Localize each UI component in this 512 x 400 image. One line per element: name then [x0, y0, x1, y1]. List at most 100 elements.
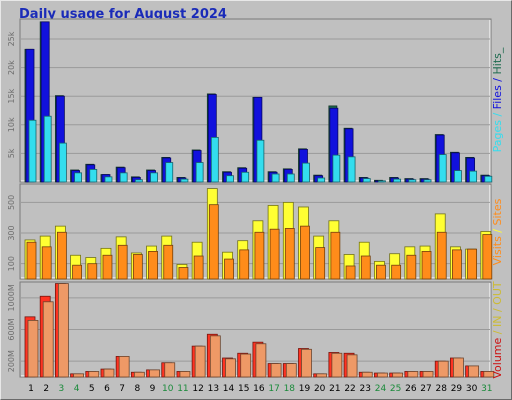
day-label: 3 [59, 384, 65, 394]
day-label: 10 [162, 384, 174, 394]
out-bar [149, 369, 160, 378]
day-label: 27 [420, 384, 431, 394]
day-label: 26 [405, 384, 417, 394]
out-bar [468, 365, 480, 378]
legend-hits-files-pages-part: Files [491, 85, 504, 109]
day-label: 28 [435, 384, 447, 394]
visits-bar [132, 254, 143, 280]
day-label: 5 [89, 384, 95, 394]
day-label: 29 [451, 384, 463, 394]
pages-bar [393, 178, 402, 183]
day-label: 25 [390, 384, 401, 394]
hfp-tick-label: 25k [7, 31, 16, 46]
vs-tick-label: 100 [7, 256, 16, 271]
visits-bar [391, 264, 402, 280]
pages-bar [195, 162, 204, 183]
out-bar [346, 354, 358, 378]
vol-tick-label: 600M [7, 318, 16, 340]
visits-bar [72, 264, 82, 280]
out-bar [88, 371, 100, 378]
pages-bar [210, 136, 219, 183]
pages-bar [89, 169, 98, 183]
out-bar [57, 283, 69, 378]
hfp-tick-label: 15k [7, 88, 16, 103]
pages-bar [134, 179, 143, 183]
day-label: 20 [314, 384, 326, 394]
out-bar [407, 371, 419, 378]
legend-volume-part: / [491, 327, 504, 338]
visits-bar [117, 244, 128, 280]
day-label: 13 [208, 384, 219, 394]
day-label: 24 [375, 384, 387, 394]
out-bar [285, 363, 297, 378]
out-bar [133, 371, 145, 378]
pages-bar [317, 177, 326, 183]
legend-visits-sites-part: / [491, 225, 504, 236]
visits-bar [102, 254, 113, 280]
legend-volume-part: Volume [491, 337, 504, 378]
hfp-tick-label: 10k [7, 117, 16, 132]
legend-volume-part: OUT [491, 281, 504, 305]
day-label: 11 [177, 384, 188, 394]
legend-visits-sites: Visits / Sites [491, 198, 504, 265]
out-bar [118, 356, 130, 378]
pages-bar [256, 139, 265, 183]
pages-bar [241, 171, 250, 183]
day-label: 31 [481, 384, 492, 394]
day-label: 30 [466, 384, 478, 394]
pages-bar [271, 173, 280, 183]
day-label: 4 [74, 384, 80, 394]
day-label: 21 [329, 384, 340, 394]
vol-tick-label: 200M [7, 350, 16, 372]
out-bar [225, 358, 236, 378]
visits-bar [482, 234, 493, 280]
pages-bar [286, 173, 295, 183]
visits-bar [300, 225, 310, 280]
out-bar [392, 372, 404, 378]
pages-bar [438, 154, 447, 183]
visits-bar [284, 228, 295, 280]
visits-bar [26, 241, 37, 280]
day-label: 12 [192, 384, 203, 394]
day-label: 17 [268, 384, 279, 394]
pages-bar [104, 176, 113, 183]
legend-volume-part: IN [491, 316, 504, 327]
day-label: 14 [223, 384, 235, 394]
visits-bar [315, 247, 326, 280]
pages-bar [378, 180, 386, 183]
day-label: 2 [43, 384, 49, 394]
legend-hits-files-pages-part: Pages [491, 120, 504, 153]
pages-bar [454, 170, 462, 183]
day-label: 9 [150, 384, 156, 394]
pages-bar [74, 172, 82, 183]
visits-bar [178, 267, 189, 280]
visits-bar [345, 265, 356, 280]
visits-bar [239, 249, 250, 280]
vs-tick-label: 300 [7, 225, 16, 240]
out-bar [483, 371, 495, 378]
visits-bar [421, 251, 432, 280]
visits-bar [254, 231, 265, 280]
out-bar [270, 363, 282, 378]
day-label: 19 [299, 384, 311, 394]
vol-tick-label: 1000M [7, 284, 16, 311]
out-bar [255, 343, 267, 378]
pages-bar [347, 156, 356, 183]
legend-volume-part: / [491, 305, 504, 316]
visits-bar [224, 258, 234, 280]
visits-bar [41, 246, 52, 280]
visits-bar [452, 249, 462, 280]
legend-visits-sites-part: Sites [491, 198, 504, 225]
visits-bar [208, 204, 219, 280]
visits-bar [56, 231, 67, 280]
legend-hits-files-pages: Pages / Files / Hits_ [491, 47, 504, 152]
day-label: 1 [28, 384, 34, 394]
visits-bar [269, 228, 280, 280]
pages-bar [58, 142, 67, 183]
legend-hits-files-pages-part: Hits [491, 53, 504, 75]
out-bar [164, 362, 176, 378]
pages-bar [408, 179, 417, 183]
pages-bar [28, 119, 37, 183]
visits-bar [163, 244, 174, 280]
